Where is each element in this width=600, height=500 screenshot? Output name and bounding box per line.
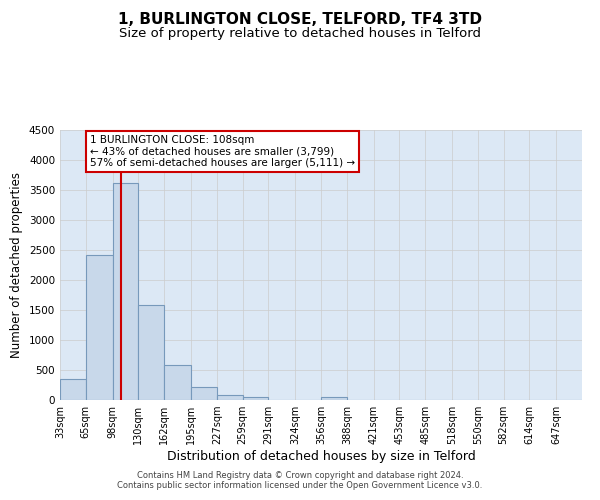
Bar bbox=[217, 394, 242, 400]
Y-axis label: Number of detached properties: Number of detached properties bbox=[10, 172, 23, 358]
Bar bbox=[321, 396, 347, 400]
Bar bbox=[86, 255, 113, 400]
Text: Contains HM Land Registry data © Crown copyright and database right 2024.
Contai: Contains HM Land Registry data © Crown c… bbox=[118, 470, 482, 490]
Bar bbox=[60, 379, 86, 400]
Bar bbox=[139, 304, 164, 400]
Bar bbox=[113, 183, 139, 400]
Text: 1, BURLINGTON CLOSE, TELFORD, TF4 3TD: 1, BURLINGTON CLOSE, TELFORD, TF4 3TD bbox=[118, 12, 482, 28]
Text: 1 BURLINGTON CLOSE: 108sqm
← 43% of detached houses are smaller (3,799)
57% of s: 1 BURLINGTON CLOSE: 108sqm ← 43% of deta… bbox=[90, 135, 355, 168]
Bar bbox=[164, 364, 191, 400]
Bar bbox=[191, 387, 217, 400]
Text: Size of property relative to detached houses in Telford: Size of property relative to detached ho… bbox=[119, 28, 481, 40]
X-axis label: Distribution of detached houses by size in Telford: Distribution of detached houses by size … bbox=[167, 450, 475, 463]
Bar bbox=[242, 396, 268, 400]
